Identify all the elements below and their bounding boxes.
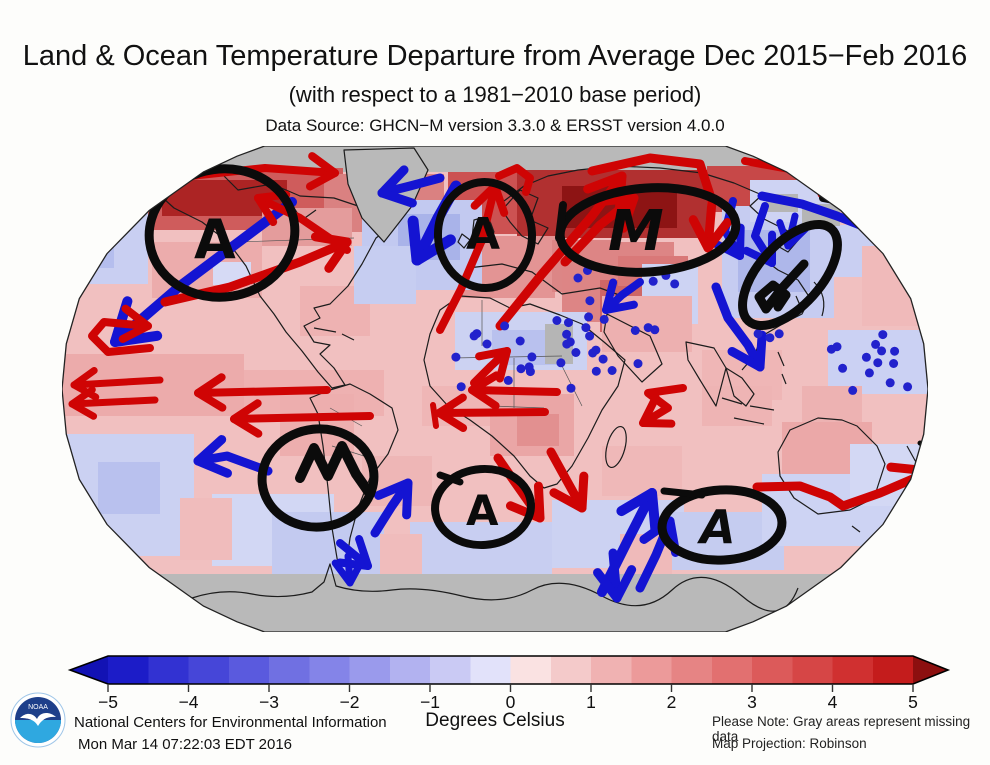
timestamp: Mon Mar 14 07:22:03 EDT 2016 — [78, 736, 293, 753]
red-annotation-stroke — [88, 318, 154, 356]
blue-dot-cluster — [753, 329, 784, 343]
blue-dot-cluster — [451, 314, 660, 393]
blue-annotation-stroke — [370, 478, 413, 538]
black-annotation-stroke — [754, 259, 809, 314]
coast-europe-med — [467, 263, 623, 297]
annotation-circle — [431, 464, 535, 550]
coast-arabia — [603, 313, 663, 383]
svg-text:3: 3 — [747, 692, 757, 712]
svg-text:−3: −3 — [259, 692, 279, 712]
coast-india — [685, 341, 727, 407]
coast-caribbean — [313, 327, 355, 341]
annotation-letter: A — [466, 209, 500, 260]
svg-text:2: 2 — [667, 692, 677, 712]
annotation-circle — [257, 424, 379, 532]
svg-text:−4: −4 — [179, 692, 199, 712]
blue-annotation-stroke — [377, 173, 445, 198]
black-annotation-stroke — [295, 441, 375, 499]
svg-text:1: 1 — [586, 692, 596, 712]
black-annotation-stroke — [555, 201, 567, 242]
map-raster: A A M A A — [62, 146, 928, 632]
svg-text:−5: −5 — [98, 692, 118, 712]
annotation-circle — [874, 200, 928, 234]
annotation-letter: A — [466, 486, 499, 535]
colorbar-units-label: Degrees Celsius — [425, 710, 565, 731]
blue-dot-cluster — [826, 330, 913, 395]
svg-text:0: 0 — [506, 692, 516, 712]
data-source-line: Data Source: GHCN−M version 3.3.0 & ERSS… — [265, 116, 725, 135]
red-annotation-stroke — [436, 182, 499, 334]
black-annotation-stroke — [436, 471, 464, 486]
coast-africa — [423, 295, 626, 489]
colorbar-tick-labels: −5 −4 −3 −2 −1 0 1 2 3 4 5 — [98, 692, 918, 712]
red-annotation-stroke — [468, 386, 561, 396]
page-title: Land & Ocean Temperature Departure from … — [22, 40, 968, 72]
projection-note: Map Projection: Robinson — [712, 736, 867, 751]
red-annotation-stroke — [68, 396, 159, 408]
red-annotation-stroke — [546, 447, 587, 513]
coast-se-asia — [725, 367, 755, 407]
red-annotation-stroke — [70, 376, 164, 389]
red-annotation-stroke — [495, 164, 534, 196]
coast-madagascar — [605, 425, 627, 469]
blue-annotation-stroke — [193, 451, 273, 476]
red-annotation-stroke — [230, 412, 374, 423]
coast-antarctica — [191, 563, 799, 612]
annotation-letter: M — [608, 199, 664, 264]
blue-annotation-stroke — [711, 282, 765, 372]
world-anomaly-map: A A M A A — [62, 146, 928, 632]
blue-dot-cluster — [562, 266, 595, 357]
svg-text:−1: −1 — [420, 692, 440, 712]
red-annotation-stroke — [560, 193, 639, 267]
red-annotation-stroke — [435, 408, 549, 417]
annotation-letter: A — [697, 500, 736, 554]
coast-indonesia — [721, 351, 787, 425]
colorbar-ticks — [107, 684, 914, 692]
black-annotation-stroke — [660, 487, 706, 499]
svg-text:4: 4 — [828, 692, 838, 712]
red-annotation-stroke — [587, 153, 717, 253]
svg-text:−2: −2 — [340, 692, 360, 712]
red-annotation-stroke — [194, 386, 331, 397]
blue-annotation-stroke — [110, 197, 297, 347]
annotation-circle — [144, 164, 300, 302]
colorbar-right-arrow — [913, 656, 948, 684]
black-annotation-stroke — [893, 211, 921, 218]
svg-text:5: 5 — [908, 692, 918, 712]
annotation-letter: A — [194, 208, 236, 271]
colorbar-left-arrow — [70, 656, 108, 684]
annotation-circle — [738, 219, 842, 331]
missing-data-note: Please Note: Gray areas represent missin… — [712, 714, 971, 744]
coast-north-america — [151, 173, 393, 389]
map-outline — [62, 146, 928, 632]
page-subtitle: (with respect to a 1981−2010 base period… — [288, 82, 702, 107]
red-annotation-stroke — [430, 402, 439, 429]
noaa-logo-text: NOAA — [28, 704, 48, 711]
noaa-logo-sky — [15, 720, 61, 743]
noaa-logo: NOAA — [10, 692, 66, 748]
annotation-circle — [433, 178, 537, 292]
org-name: National Centers for Environmental Infor… — [74, 714, 387, 731]
noaa-seagull-icon — [20, 713, 56, 726]
colorbar: −5 −4 −3 −2 −1 0 1 2 3 4 5 — [67, 655, 951, 712]
annotation-circle — [657, 485, 787, 565]
